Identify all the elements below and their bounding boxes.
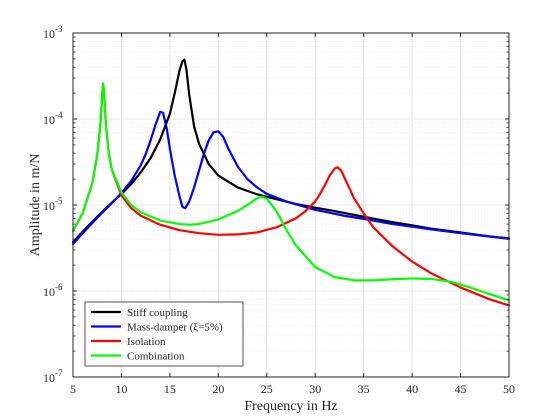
series-line-1 <box>71 58 511 244</box>
x-tick-label: 35 <box>358 382 370 396</box>
y-tick-label-base: 10 <box>43 285 55 299</box>
x-tick-label: 10 <box>115 382 127 396</box>
y-tick-label-exponent: -7 <box>55 368 63 378</box>
y-tick-label: 10-4 <box>43 110 63 127</box>
y-tick-label-exponent: -3 <box>55 24 63 34</box>
x-tick-label: 5 <box>70 382 76 396</box>
y-tick-label-base: 10 <box>43 113 55 127</box>
y-tick-label: 10-3 <box>43 24 63 41</box>
x-tick-label: 20 <box>212 382 224 396</box>
y-tick-label-base: 10 <box>43 27 55 41</box>
x-tick-label: 50 <box>503 382 515 396</box>
legend-entry: Stiff coupling <box>127 307 188 319</box>
y-tick-label-base: 10 <box>43 199 55 213</box>
y-tick-label: 10-6 <box>43 282 63 299</box>
series-line-2 <box>71 110 511 246</box>
y-tick-label: 10-7 <box>43 368 63 385</box>
series-line-3 <box>71 82 511 307</box>
x-axis-label: Frequency in Hz <box>244 399 337 414</box>
y-tick-label-exponent: -5 <box>55 196 63 206</box>
x-tick-label: 45 <box>455 382 467 396</box>
x-tick-label: 40 <box>406 382 418 396</box>
x-tick-label: 15 <box>164 382 176 396</box>
y-tick-label-exponent: -4 <box>55 110 63 120</box>
y-tick-label-base: 10 <box>43 371 55 385</box>
y-tick-label-exponent: -6 <box>55 282 63 292</box>
legend-entry: Combination <box>127 351 185 363</box>
y-axis-label: Amplitude in m/N <box>28 154 43 257</box>
y-tick-label: 10-5 <box>43 196 63 213</box>
x-tick-label: 30 <box>309 382 321 396</box>
series-lines <box>71 58 511 307</box>
legend: Stiff coupling Mass-damper (ξ=5%) Isolatio… <box>84 301 244 367</box>
series-line-4 <box>71 82 511 302</box>
legend-entry: Isolation <box>127 336 166 348</box>
x-tick-label: 25 <box>261 382 273 396</box>
legend-entry: Mass-damper (ξ=5%) <box>127 322 223 334</box>
